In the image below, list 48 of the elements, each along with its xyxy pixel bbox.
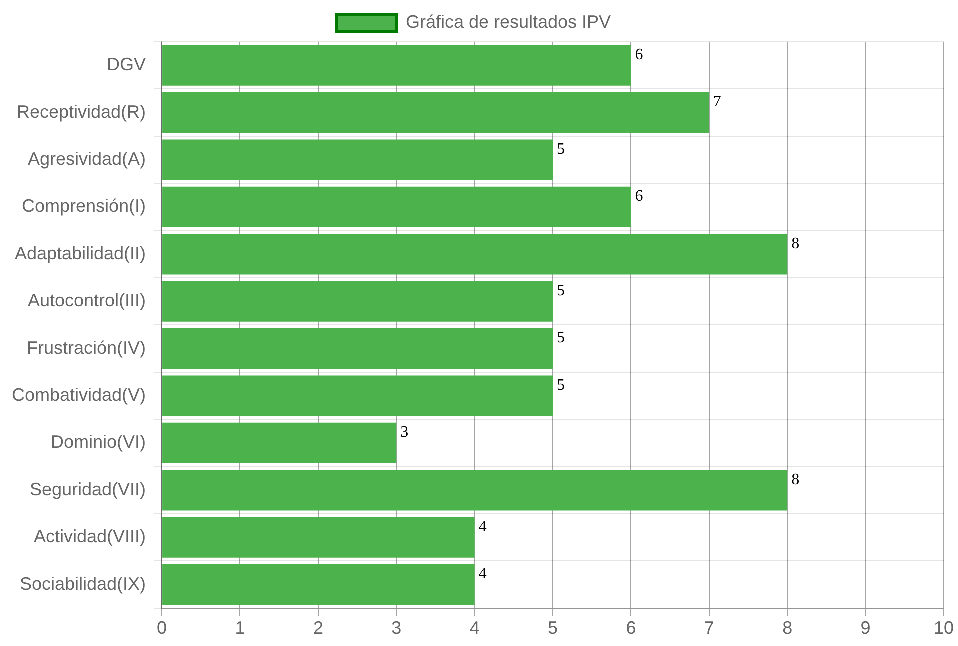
x-tick-label: 3 xyxy=(392,618,402,638)
data-label: 7 xyxy=(713,94,722,111)
x-tick-label: 7 xyxy=(704,618,714,638)
bar xyxy=(162,470,788,511)
data-label: 5 xyxy=(557,330,566,347)
legend-label: Gráfica de resultados IPV xyxy=(406,12,612,32)
data-label: 6 xyxy=(635,188,644,206)
x-tick-label: 5 xyxy=(548,618,558,638)
bar xyxy=(162,234,788,275)
y-tick-label: Actividad(VIII) xyxy=(34,526,146,547)
y-tick-label: Dominio(VI) xyxy=(51,432,146,452)
bar xyxy=(162,328,554,370)
bar xyxy=(162,422,397,464)
data-label: 3 xyxy=(400,424,409,442)
y-tick-label: Receptividad(R) xyxy=(16,102,146,122)
bar xyxy=(162,376,554,416)
y-tick-label: Autocontrol(III) xyxy=(28,290,146,311)
y-tick-label: Combatividad(V) xyxy=(12,384,146,405)
data-label: 8 xyxy=(792,471,800,488)
bar xyxy=(162,281,554,322)
x-tick-label: 1 xyxy=(235,618,246,638)
y-tick-label: Seguridad(VII) xyxy=(30,479,146,500)
y-tick-label: Sociabilidad(IX) xyxy=(20,574,146,594)
y-tick-label: DGV xyxy=(107,54,146,75)
data-label: 4 xyxy=(478,566,487,583)
x-tick-label: 10 xyxy=(934,618,954,638)
bar xyxy=(162,186,632,228)
data-label: 8 xyxy=(792,235,800,252)
x-tick-label: 2 xyxy=(313,618,324,638)
bar xyxy=(162,517,475,558)
x-tick-label: 6 xyxy=(626,618,636,638)
y-tick-label: Frustración(IV) xyxy=(27,338,146,358)
data-label: 6 xyxy=(635,46,644,64)
x-tick-label: 0 xyxy=(157,618,168,638)
data-label: 5 xyxy=(557,282,566,300)
bar xyxy=(162,140,554,180)
bar xyxy=(162,92,710,134)
x-tick-label: 4 xyxy=(470,618,480,638)
x-tick-label: 8 xyxy=(782,618,793,638)
bar xyxy=(162,564,475,606)
x-tick-label: 9 xyxy=(860,618,871,638)
data-label: 5 xyxy=(557,140,566,158)
bar xyxy=(162,45,632,86)
data-label: 4 xyxy=(478,518,487,536)
data-label: 5 xyxy=(557,376,566,394)
y-tick-label: Adaptabilidad(II) xyxy=(14,243,146,264)
y-tick-label: Agresividad(A) xyxy=(28,148,146,169)
y-tick-label: Comprensión(I) xyxy=(22,196,146,216)
